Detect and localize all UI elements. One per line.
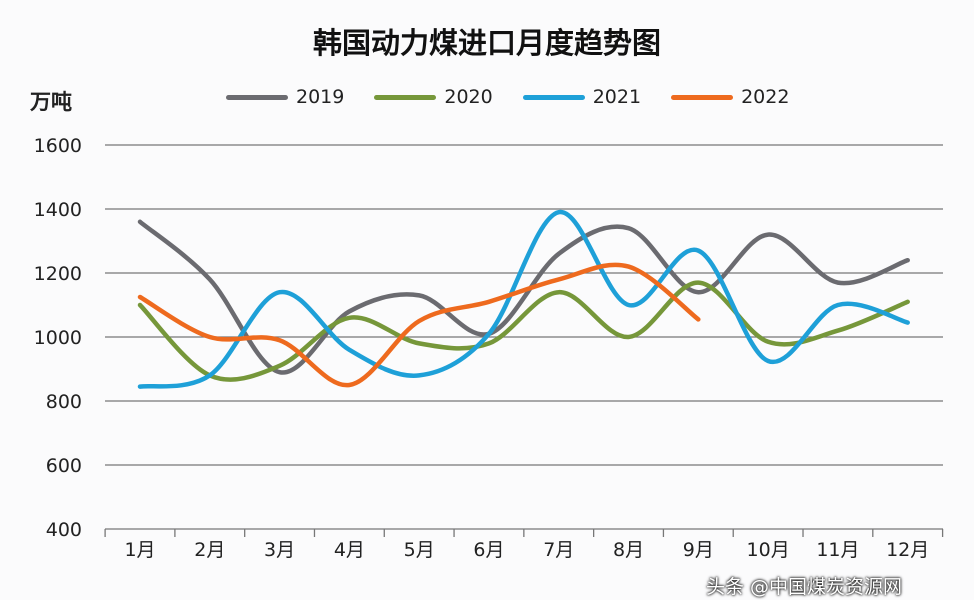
legend-swatch <box>226 94 288 100</box>
legend-label: 2019 <box>296 86 345 108</box>
legend-swatch <box>374 94 437 100</box>
y-axis-unit-label: 万吨 <box>30 90 72 114</box>
legend-label: 2022 <box>741 86 790 108</box>
y-tick-label: 400 <box>46 519 82 541</box>
x-tick-label: 6月 <box>473 539 504 561</box>
legend-item-2021: 2021 <box>522 86 642 108</box>
legend-label: 2021 <box>592 86 642 108</box>
legend-label: 2020 <box>444 86 493 108</box>
y-tick-label: 1600 <box>34 135 82 157</box>
x-tick-label: 2月 <box>194 539 225 561</box>
x-tick-label: 8月 <box>613 539 644 561</box>
y-tick-label: 800 <box>46 391 82 413</box>
y-tick-label: 1400 <box>34 199 82 221</box>
y-tick-label: 1200 <box>34 263 82 285</box>
legend-item-2020: 2020 <box>374 86 493 108</box>
footer-watermark: 头条 @中国煤炭资源网 <box>706 576 903 598</box>
x-tick-label: 10月 <box>747 539 790 561</box>
legend-swatch <box>522 94 585 100</box>
x-tick-label: 5月 <box>404 539 435 561</box>
x-tick-label: 7月 <box>543 539 574 561</box>
series-line-2022 <box>137 262 701 388</box>
legend-item-2019: 2019 <box>226 86 344 108</box>
y-tick-label: 600 <box>46 455 82 477</box>
x-tick-label: 1月 <box>124 539 155 561</box>
x-tick-label: 9月 <box>683 539 714 561</box>
legend-item-2022: 2022 <box>671 86 789 108</box>
x-tick-label: 4月 <box>334 539 365 561</box>
x-tick-label: 3月 <box>264 539 295 561</box>
chart-title: 韩国动力煤进口月度趋势图 <box>312 26 661 60</box>
y-tick-label: 1000 <box>34 327 82 349</box>
x-tick-label: 11月 <box>816 539 859 561</box>
x-tick-label: 12月 <box>886 539 929 561</box>
legend: 2019 2020 2021 2022 <box>226 86 789 108</box>
legend-swatch <box>671 94 734 100</box>
